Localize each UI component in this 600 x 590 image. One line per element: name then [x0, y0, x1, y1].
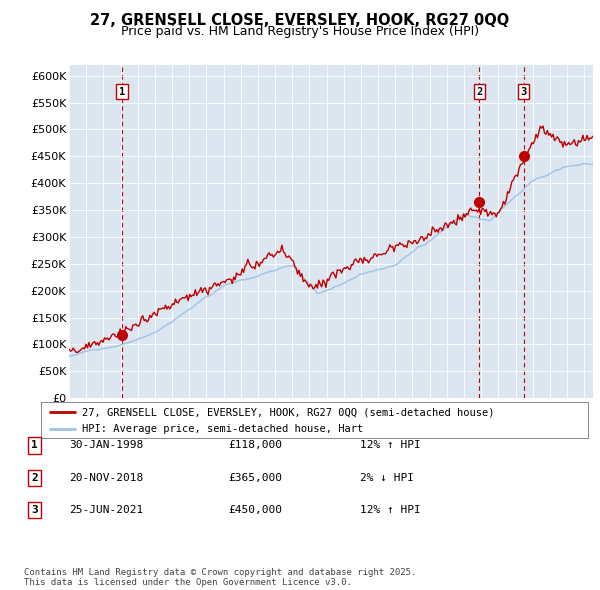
- Text: 27, GRENSELL CLOSE, EVERSLEY, HOOK, RG27 0QQ: 27, GRENSELL CLOSE, EVERSLEY, HOOK, RG27…: [91, 13, 509, 28]
- Text: 2% ↓ HPI: 2% ↓ HPI: [360, 473, 414, 483]
- Text: £365,000: £365,000: [228, 473, 282, 483]
- Text: 1: 1: [31, 441, 38, 450]
- Text: 12% ↑ HPI: 12% ↑ HPI: [360, 506, 421, 515]
- Text: 25-JUN-2021: 25-JUN-2021: [69, 506, 143, 515]
- Text: HPI: Average price, semi-detached house, Hart: HPI: Average price, semi-detached house,…: [82, 424, 363, 434]
- Text: 20-NOV-2018: 20-NOV-2018: [69, 473, 143, 483]
- Text: 12% ↑ HPI: 12% ↑ HPI: [360, 441, 421, 450]
- Text: 30-JAN-1998: 30-JAN-1998: [69, 441, 143, 450]
- Text: Contains HM Land Registry data © Crown copyright and database right 2025.
This d: Contains HM Land Registry data © Crown c…: [24, 568, 416, 587]
- Text: 3: 3: [31, 506, 38, 515]
- Text: 27, GRENSELL CLOSE, EVERSLEY, HOOK, RG27 0QQ (semi-detached house): 27, GRENSELL CLOSE, EVERSLEY, HOOK, RG27…: [82, 407, 494, 417]
- Text: Price paid vs. HM Land Registry's House Price Index (HPI): Price paid vs. HM Land Registry's House …: [121, 25, 479, 38]
- Text: 3: 3: [521, 87, 527, 97]
- Text: £118,000: £118,000: [228, 441, 282, 450]
- Text: 2: 2: [31, 473, 38, 483]
- Text: 1: 1: [119, 87, 125, 97]
- Text: 2: 2: [476, 87, 482, 97]
- Text: £450,000: £450,000: [228, 506, 282, 515]
